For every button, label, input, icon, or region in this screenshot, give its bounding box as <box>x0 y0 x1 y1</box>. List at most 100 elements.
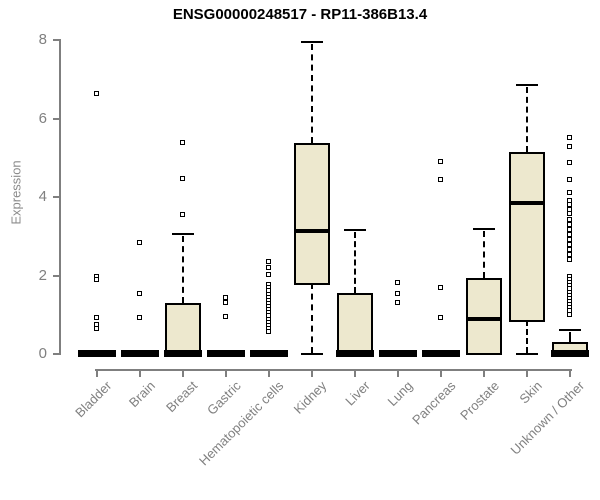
median-line <box>468 317 500 322</box>
outlier-point <box>438 284 443 290</box>
median-line <box>511 201 543 206</box>
x-tick-label: Pancreas <box>409 378 459 428</box>
x-axis-line <box>95 369 572 371</box>
box-skin <box>509 152 545 323</box>
upper-whisker-cap <box>344 229 366 232</box>
outlier-point <box>94 321 99 327</box>
outlier-point <box>567 227 572 233</box>
median-line <box>296 228 328 233</box>
outlier-point <box>94 315 99 321</box>
x-tick-label: Unknown / Other <box>508 378 588 458</box>
outlier-point <box>266 329 271 335</box>
outlier-point <box>137 314 142 320</box>
flat-box-lung <box>379 350 417 357</box>
outlier-point <box>567 256 572 262</box>
x-tick <box>483 371 485 377</box>
flat-box-gastric <box>207 350 245 357</box>
upper-whisker-cap <box>516 83 538 86</box>
y-tick-label: 4 <box>38 188 47 205</box>
box-prostate <box>466 277 502 355</box>
x-tick <box>96 371 98 377</box>
outlier-point <box>567 159 572 165</box>
outlier-point <box>137 291 142 297</box>
lower-whisker-cap <box>516 353 538 355</box>
upper-whisker-cap <box>559 328 581 331</box>
y-tick <box>53 353 59 355</box>
x-tick <box>354 371 356 377</box>
y-tick <box>53 196 59 198</box>
outlier-point <box>180 176 185 182</box>
x-tick <box>526 371 528 377</box>
x-tick-label: Brain <box>125 378 158 411</box>
outlier-point <box>438 176 443 182</box>
upper-whisker-line <box>483 231 485 278</box>
x-tick-label: Lung <box>384 378 416 410</box>
outlier-point <box>567 242 572 248</box>
outlier-point <box>567 232 572 238</box>
y-tick-label: 2 <box>38 266 47 284</box>
box-kidney <box>294 143 330 285</box>
upper-whisker-cap <box>473 228 495 231</box>
outlier-point <box>567 143 572 149</box>
x-tick <box>268 371 270 377</box>
outlier-point <box>395 280 400 286</box>
outlier-point <box>567 190 572 196</box>
box-breast <box>165 302 201 355</box>
y-tick <box>53 274 59 277</box>
upper-whisker-line <box>311 44 313 144</box>
x-tick <box>225 371 227 377</box>
median-line <box>551 350 589 357</box>
x-tick-label: Hematopoietic cells <box>196 378 287 469</box>
x-tick <box>182 371 184 377</box>
outlier-point <box>567 311 572 317</box>
lower-whisker-line <box>311 282 313 353</box>
outlier-point <box>180 139 185 145</box>
outlier-point <box>223 313 228 319</box>
upper-whisker-line <box>569 331 571 342</box>
outlier-point <box>567 216 572 222</box>
flat-box-hematopoietic-cells <box>250 350 288 357</box>
outlier-point <box>94 276 99 282</box>
x-tick <box>311 371 313 377</box>
outlier-point <box>137 240 142 246</box>
x-tick-label: Gastric <box>203 378 244 418</box>
outlier-point <box>567 252 572 258</box>
outlier-point <box>266 258 271 264</box>
y-tick-label: 6 <box>38 109 47 127</box>
x-tick-label: Liver <box>342 378 373 409</box>
x-tick-label: Kidney <box>290 378 330 417</box>
flat-box-bladder <box>78 350 116 357</box>
flat-box-brain <box>121 350 159 357</box>
x-tick <box>569 371 571 377</box>
x-tick-label: Breast <box>163 378 201 416</box>
outlier-point <box>567 222 572 228</box>
chart-title: ENSG00000248517 - RP11-386B13.4 <box>172 6 428 23</box>
y-tick <box>53 117 59 120</box>
upper-whisker-line <box>182 236 184 303</box>
outlier-point <box>223 299 228 305</box>
outlier-point <box>180 211 185 217</box>
median-line <box>336 350 374 357</box>
flat-box-pancreas <box>422 350 460 357</box>
outlier-point <box>395 300 400 306</box>
outlier-point <box>567 176 572 182</box>
y-axis-line <box>59 39 61 355</box>
upper-whisker-cap <box>301 41 323 44</box>
y-tick-label: 0 <box>38 345 47 362</box>
outlier-point <box>438 314 443 320</box>
x-tick-label: Bladder <box>72 378 115 421</box>
x-tick <box>139 371 141 377</box>
outlier-point <box>266 271 271 277</box>
outlier-point <box>567 236 572 242</box>
outlier-point <box>567 135 572 141</box>
upper-whisker-cap <box>172 233 194 236</box>
outlier-point <box>94 326 99 332</box>
x-tick <box>440 371 442 377</box>
outlier-point <box>567 211 572 217</box>
lower-whisker-line <box>526 320 528 353</box>
box-liver <box>337 292 373 355</box>
upper-whisker-line <box>354 232 356 293</box>
x-tick <box>397 371 399 377</box>
x-tick-label: Skin <box>516 378 545 407</box>
